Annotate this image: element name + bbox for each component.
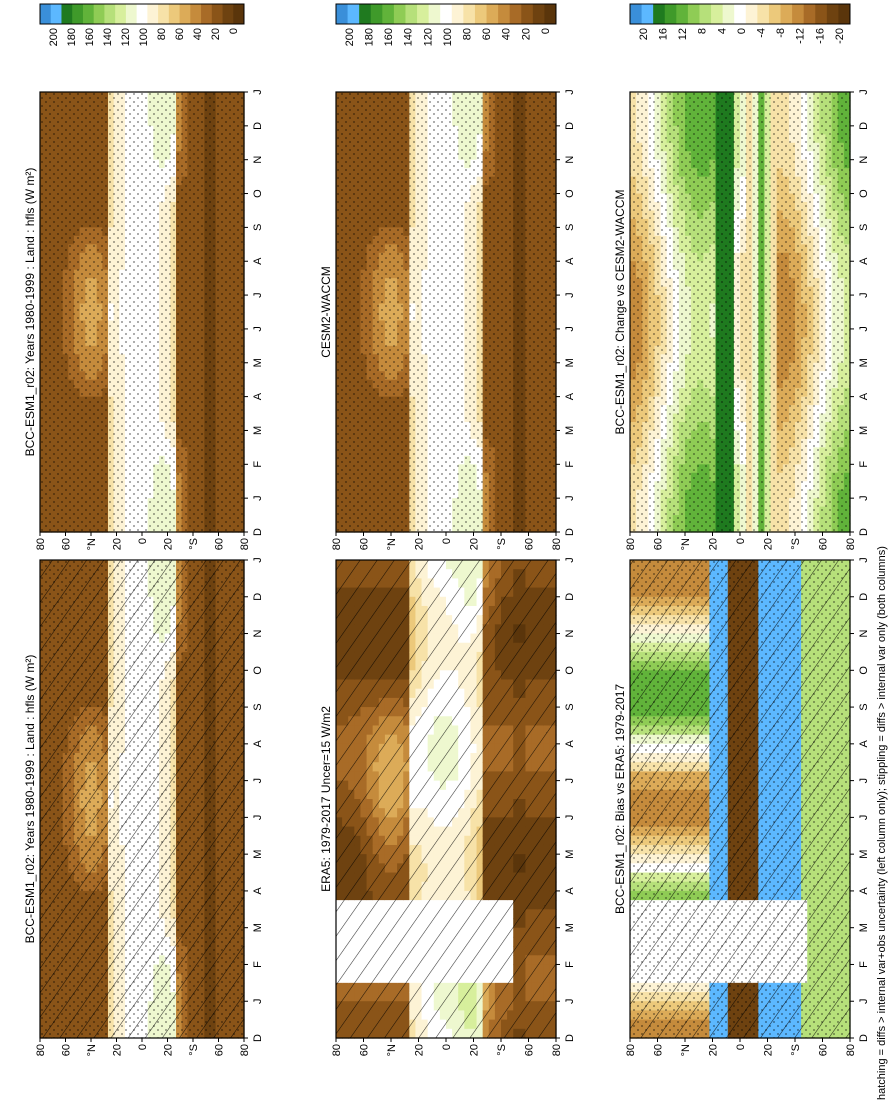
panel-p1: D J F M A M J J A S O N D J 80 60 °N 20 0 20 °S 60 80 BCC-ESM1_…: [23, 471, 264, 1056]
month-tick-label: J: [252, 778, 264, 784]
month-tick-label: O: [252, 189, 264, 198]
lat-tick-label: 0: [137, 1044, 149, 1050]
lat-tick-label: 0: [137, 538, 149, 544]
colorbar-swatch: [179, 4, 191, 24]
month-tick-label: A: [252, 392, 264, 400]
colorbar-swatch: [158, 4, 170, 24]
colorbar-swatch: [115, 4, 127, 24]
month-tick-label: D: [252, 1034, 264, 1042]
month-tick-label: D: [252, 528, 264, 536]
panel-title: BCC-ESM1_r02: Years 1980-1999 : Land : h…: [23, 655, 37, 944]
colorbar-label: 100: [138, 28, 150, 46]
month-tick-label: J: [252, 998, 264, 1004]
month-tick-label: A: [252, 740, 264, 748]
colorbar-label: 60: [174, 28, 186, 40]
month-tick-label: A: [252, 257, 264, 265]
colorbar-label: 0: [228, 28, 240, 34]
month-tick-label: S: [252, 224, 264, 231]
hatching-overlay: [40, 560, 244, 1038]
colorbar-swatch: [104, 4, 116, 24]
colorbar-swatch: [82, 4, 95, 24]
lat-tick-label: 60: [214, 538, 226, 550]
month-tick-label: O: [252, 666, 264, 675]
lat-tick-label: °S: [188, 538, 200, 550]
colorbar-frame: [39, 3, 245, 25]
month-tick-label: M: [252, 850, 264, 859]
lat-tick-label: °S: [188, 1044, 200, 1056]
colorbar-swatch: [190, 4, 202, 24]
month-tick-label: D: [252, 122, 264, 130]
lat-tick-label: 80: [239, 1044, 251, 1056]
colorbar-swatch: [222, 4, 234, 24]
month-tick-label: J: [252, 495, 264, 501]
colorbar-swatch: [147, 4, 159, 24]
month-tick-label: M: [252, 923, 264, 932]
colorbar-swatch: [61, 4, 73, 24]
lat-tick-label: 20: [163, 1044, 175, 1056]
colorbar-label: 180: [66, 28, 78, 46]
colorbar-swatch: [233, 4, 245, 24]
lat-tick-label: 60: [214, 1044, 226, 1056]
colorbar-label: 40: [192, 28, 204, 40]
colorbar-swatch: [50, 4, 62, 24]
lat-tick-label: 20: [112, 538, 124, 550]
month-tick-label: A: [252, 887, 264, 895]
colorbar-swatch: [72, 4, 84, 24]
month-tick-label: J: [252, 326, 264, 332]
colorbar-swatch: [40, 4, 52, 24]
colorbar-swatch: [201, 4, 213, 24]
panel-title: BCC-ESM1_r02: Years 1980-1999 : Land : h…: [23, 168, 37, 457]
month-tick-label: J: [252, 815, 264, 821]
month-tick-label: J: [252, 89, 264, 95]
lat-tick-label: 20: [112, 1044, 124, 1056]
month-tick-label: D: [252, 593, 264, 601]
colorbar-swatch: [136, 4, 148, 24]
month-tick-label: M: [252, 358, 264, 367]
lat-tick-label: 60: [61, 538, 73, 550]
month-tick-label: N: [252, 630, 264, 638]
colorbar-label: 160: [84, 28, 96, 46]
month-tick-label: F: [252, 961, 264, 968]
month-tick-label: N: [252, 156, 264, 164]
month-tick-label: J: [252, 292, 264, 298]
month-tick-label: F: [252, 461, 264, 468]
lat-tick-label: 20: [163, 538, 175, 550]
month-tick-label: J: [252, 557, 264, 563]
colorbar-label: 120: [120, 28, 132, 46]
colorbar-label: 140: [102, 28, 114, 46]
colorbar-swatch: [168, 4, 180, 24]
lat-tick-label: °N: [86, 538, 98, 550]
month-tick-label: M: [252, 426, 264, 435]
colorbar-label: 200: [48, 28, 60, 46]
lat-tick-label: °N: [86, 1044, 98, 1056]
colorbar-swatch: [211, 4, 223, 24]
colorbar-swatch: [93, 4, 105, 24]
lat-tick-label: 80: [35, 538, 47, 550]
stippling-overlay: [40, 92, 244, 532]
month-tick-label: S: [252, 703, 264, 710]
lat-tick-label: 80: [239, 538, 251, 550]
colorbar-label: 20: [210, 28, 222, 40]
colorbar-swatch: [125, 4, 138, 24]
colorbar-label: 80: [156, 28, 168, 40]
lat-tick-label: 80: [35, 1044, 47, 1056]
lat-tick-label: 60: [61, 1044, 73, 1056]
